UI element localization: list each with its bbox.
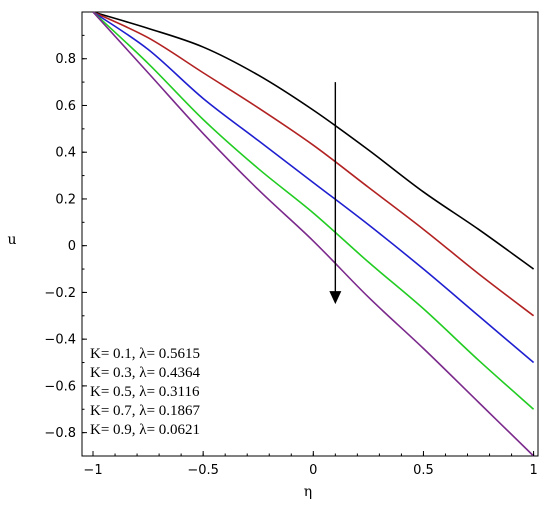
x-tick-label: −0.5 [187, 463, 219, 478]
legend: K= 0.1, λ= 0.5615 K= 0.3, λ= 0.4364 K= 0… [90, 346, 201, 438]
y-tick-label: 0.4 [55, 146, 76, 161]
x-tick-label: −1 [83, 463, 102, 478]
series-line-5 [92, 11, 535, 457]
y-tick-label: 0.6 [55, 99, 76, 114]
y-tick-label: 0.2 [55, 192, 76, 207]
y-tick-label: −0.8 [44, 426, 76, 441]
series-line-3 [92, 11, 535, 364]
series-line-4 [92, 11, 535, 410]
legend-entry-1: K= 0.1, λ= 0.5615 [90, 346, 200, 362]
x-axis-label: η [304, 484, 312, 500]
y-tick-label: 0.8 [55, 52, 76, 67]
y-ticks: 0.8 0.6 0.4 0.2 0 −0.2 −0.4 −0.6 −0.8 [44, 34, 87, 457]
series-line-2 [92, 11, 535, 317]
plot-frame [81, 11, 539, 457]
y-axis-label: u [7, 232, 16, 248]
series-line-1 [92, 11, 535, 270]
legend-entry-5: K= 0.9, λ= 0.0621 [90, 422, 200, 438]
y-tick-label: −0.6 [44, 379, 76, 394]
series-layer [92, 11, 535, 457]
x-ticks: −1 −0.5 0 0.5 1 [83, 451, 538, 478]
legend-entry-3: K= 0.5, λ= 0.3116 [90, 384, 200, 400]
y-tick-label: −0.4 [44, 333, 76, 348]
x-tick-label: 1 [529, 463, 537, 478]
x-tick-label: 0.5 [413, 463, 434, 478]
x-tick-label: 0 [309, 463, 317, 478]
y-tick-label: 0 [68, 239, 76, 254]
trend-arrow [329, 82, 342, 305]
legend-entry-4: K= 0.7, λ= 0.1867 [90, 403, 201, 419]
legend-entry-2: K= 0.3, λ= 0.4364 [90, 365, 201, 381]
y-tick-label: −0.2 [44, 286, 76, 301]
arrow-head [329, 291, 342, 305]
